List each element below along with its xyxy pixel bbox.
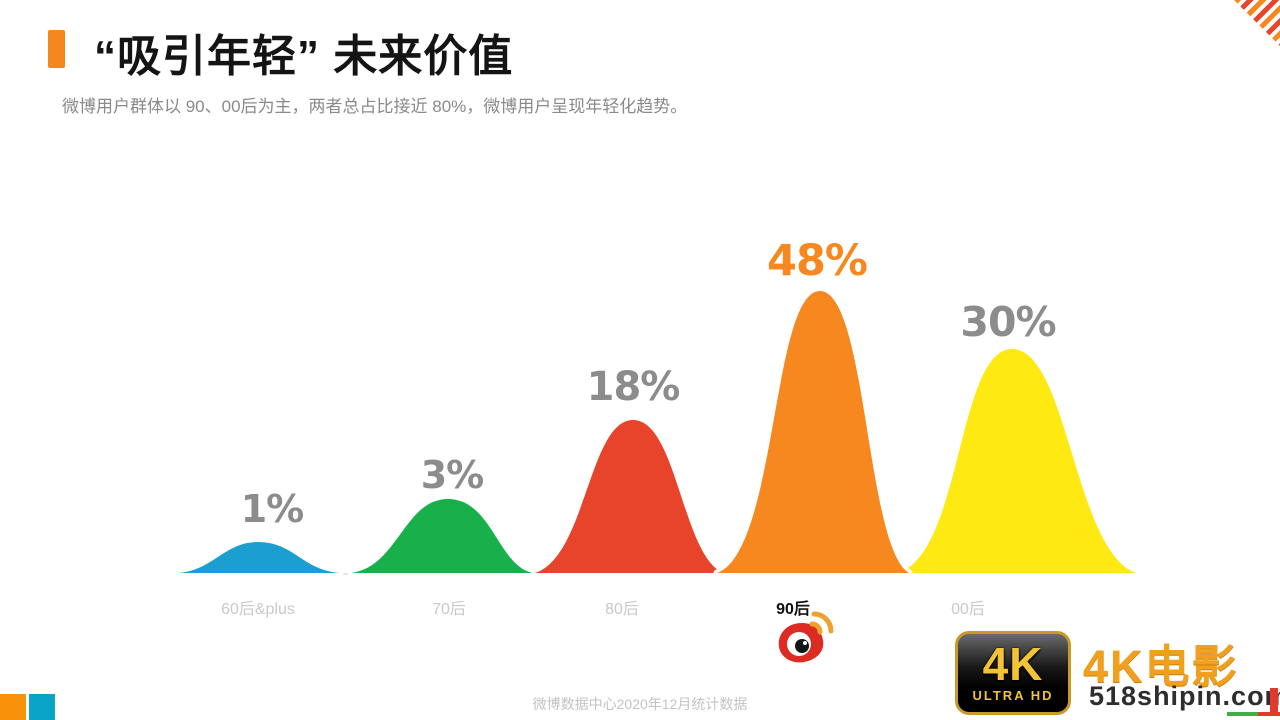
watermark-site-text: 518shipin.com (1089, 681, 1280, 711)
badge-ultra-hd-text: ULTRA HD (972, 688, 1054, 704)
4k-ultra-hd-badge: 4K ULTRA HD (955, 631, 1071, 715)
page-title: “吸引年轻” 未来价值 (94, 32, 514, 81)
value-label-00s: 30% (960, 298, 1056, 346)
source-note: 微博数据中心2020年12月统计数据 (532, 696, 748, 712)
curve-60s (178, 542, 340, 573)
curve-80s (535, 420, 723, 573)
title-accent-bar (48, 30, 65, 68)
category-label-60s: 60后&plus (221, 601, 295, 618)
page-subtitle: 微博用户群体以 90、00后为主，两者总占比接近 80%，微博用户呈现年轻化趋势… (62, 97, 688, 116)
watermark-underline-green (1227, 712, 1258, 716)
corner-square-teal (29, 694, 55, 720)
value-label-60s: 1% (240, 487, 305, 531)
badge-4k-text: 4K (982, 637, 1044, 690)
watermark-brand-text: 4K电影 (1083, 641, 1239, 692)
category-label-80s: 80后 (605, 601, 639, 618)
weibo-logo-icon (778, 611, 834, 663)
value-label-70s: 3% (420, 453, 485, 497)
curve-90s (717, 291, 909, 573)
curve-70s (351, 499, 533, 573)
category-label-90s-highlighted: 90后 (776, 601, 810, 618)
category-label-70s: 70后 (432, 601, 466, 618)
value-label-80s: 18% (586, 364, 681, 410)
category-label-00s: 00后 (951, 601, 985, 618)
watermark-red-bar (1270, 688, 1278, 712)
curve-00s (897, 349, 1136, 573)
corner-square-orange (0, 694, 26, 720)
watermark-underline-red (1258, 712, 1280, 716)
value-label-90s: 48% (767, 236, 868, 286)
